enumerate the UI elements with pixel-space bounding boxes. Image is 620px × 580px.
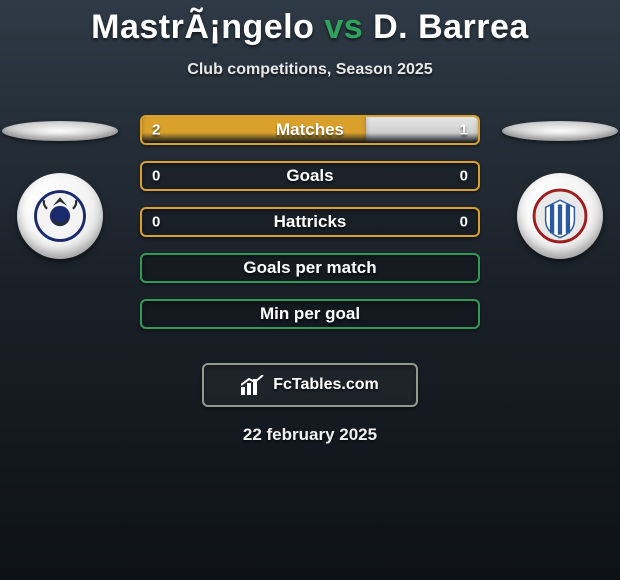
stat-label: Min per goal — [260, 304, 360, 324]
stat-left-value: 0 — [152, 214, 160, 231]
stat-label: Goals per match — [243, 258, 376, 278]
stat-right-value: 0 — [460, 168, 468, 185]
stats-arena: 2 1 Matches 0 0 Goals 0 0 Hattricks Goals per mat… — [0, 115, 620, 345]
godoy-cruz-crest-icon — [517, 173, 603, 259]
stat-right-value: 0 — [460, 214, 468, 231]
right-side — [500, 115, 620, 259]
bars-chart-icon — [241, 375, 265, 395]
stat-row: Goals per match — [140, 253, 480, 283]
left-ellipse-icon — [2, 121, 118, 141]
comparison-card: MastrÃ¡ngelo vs D. Barrea Club competiti… — [0, 0, 620, 580]
right-ellipse-icon — [502, 121, 618, 141]
subtitle: Club competitions, Season 2025 — [0, 61, 620, 79]
stat-row: Min per goal — [140, 299, 480, 329]
page-title: MastrÃ¡ngelo vs D. Barrea — [0, 0, 620, 47]
gimnasia-crest-icon — [17, 173, 103, 259]
stat-row: 0 0 Goals — [140, 161, 480, 191]
player2-name: D. Barrea — [373, 8, 529, 46]
stat-bars: 2 1 Matches 0 0 Goals 0 0 Hattricks Goals per mat… — [140, 115, 480, 329]
stat-label: Goals — [286, 166, 333, 186]
stat-left-value: 0 — [152, 168, 160, 185]
date-text: 22 february 2025 — [0, 425, 620, 445]
stat-label: Hattricks — [274, 212, 347, 232]
stat-row: 0 0 Hattricks — [140, 207, 480, 237]
vs-word: vs — [324, 8, 363, 46]
stat-label: Matches — [276, 120, 344, 140]
player1-name: MastrÃ¡ngelo — [91, 8, 314, 46]
left-side — [0, 115, 120, 259]
brand-text: FcTables.com — [273, 376, 379, 394]
brand-box: FcTables.com — [202, 363, 418, 407]
stat-right-value: 1 — [460, 122, 468, 139]
stat-left-value: 2 — [152, 122, 160, 139]
stat-row: 2 1 Matches — [140, 115, 480, 145]
